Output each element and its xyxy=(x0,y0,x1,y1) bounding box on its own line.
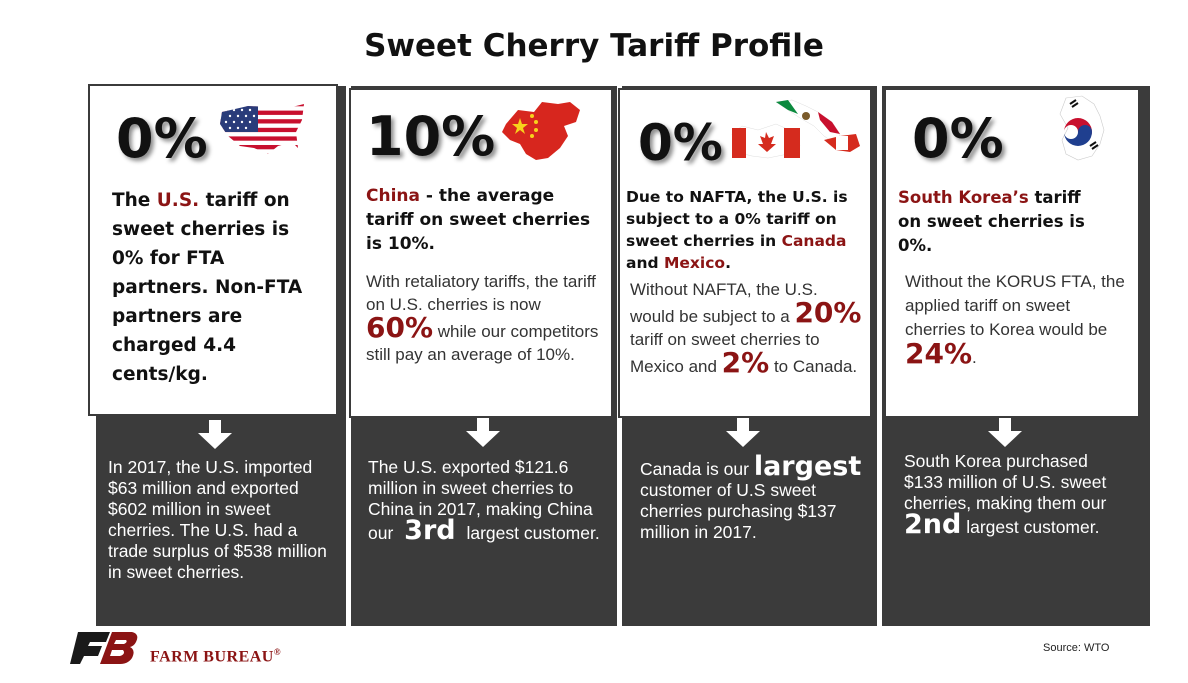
china-rank: 3rd xyxy=(404,515,456,546)
farm-bureau-brand: FARM BUREAU® xyxy=(150,647,282,666)
nafta-sub-text: Without NAFTA, the U.S. would be subject… xyxy=(630,280,862,379)
farm-bureau-logo-icon xyxy=(70,632,138,664)
nafta-lead-text: Due to NAFTA, the U.S. is subject to a 0… xyxy=(626,188,848,272)
korea-rank: 2nd xyxy=(904,509,962,540)
korea-highlight: South Korea’s xyxy=(898,188,1029,207)
china-map-flag-icon xyxy=(502,102,580,160)
korea-lead-text: South Korea’s tariff on sweet cherries i… xyxy=(898,188,1085,255)
us-lead-text: The U.S. tariff on sweet cherries is 0% … xyxy=(112,190,303,385)
nafta-tariff-number: 0% xyxy=(638,114,723,172)
korea-bottom-text: South Korea purchased $133 million of U.… xyxy=(904,451,1107,540)
china-retaliatory-rate: 60% xyxy=(366,311,434,344)
nafta-bottom-text: Canada is our largest customer of U.S sw… xyxy=(640,451,862,542)
panel-china-card xyxy=(349,88,613,418)
us-tariff-number: 0% xyxy=(116,107,208,170)
korea-sub-text: Without the KORUS FTA, the applied tarif… xyxy=(905,272,1125,370)
china-lead-text: China - the average tariff on sweet cher… xyxy=(366,186,591,254)
page-title: Sweet Cherry Tariff Profile xyxy=(364,28,824,64)
mexico-highlight: Mexico xyxy=(664,254,726,272)
china-bottom-text: The U.S. exported $121.6 million in swee… xyxy=(368,457,600,546)
canada-highlight: Canada xyxy=(781,232,847,250)
china-highlight: China xyxy=(366,186,420,206)
korea-tariff-number: 0% xyxy=(912,107,1004,170)
south-korea-map-flag-icon xyxy=(1059,95,1105,161)
korea-rate: 24% xyxy=(905,337,973,370)
canada-mexico-map-flag-icon xyxy=(731,99,860,159)
china-sub-text: With retaliatory tariffs, the tariff on … xyxy=(366,272,599,364)
china-tariff-number: 10% xyxy=(366,105,496,168)
us-bottom-text: In 2017, the U.S. imported $63 million a… xyxy=(108,457,327,582)
source-note: Source: WTO xyxy=(1043,642,1110,654)
mexico-rate: 20% xyxy=(794,296,862,329)
us-highlight: U.S. xyxy=(156,190,200,211)
canada-rank: largest xyxy=(753,451,862,482)
canada-rate: 2% xyxy=(721,346,770,379)
us-map-flag-icon xyxy=(220,104,304,154)
